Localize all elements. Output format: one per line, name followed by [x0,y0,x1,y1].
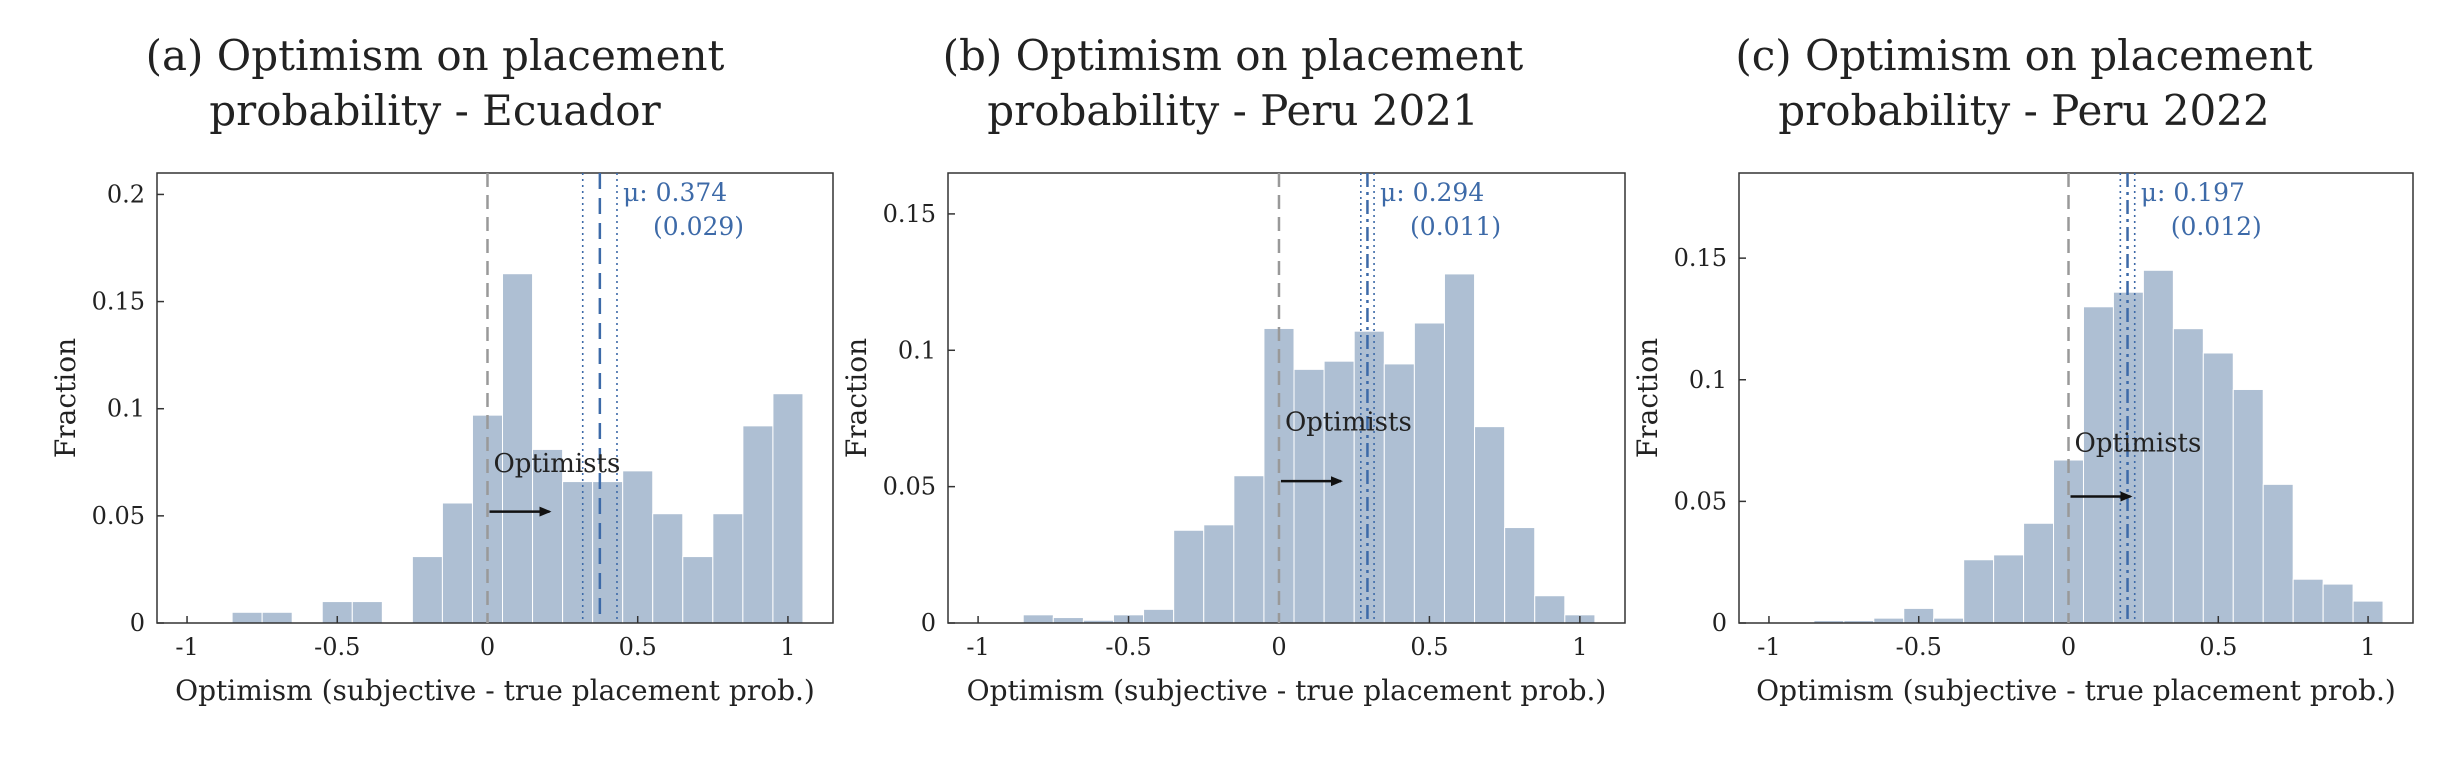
y-tick-label: 0.05 [92,502,145,530]
se-label: (0.012) [2171,212,2262,241]
x-tick-label: 0.5 [2199,633,2237,661]
histogram-bar [1383,363,1415,624]
y-tick-label: 0.1 [1689,366,1727,394]
y-axis-label: Fraction [840,338,873,458]
y-tick-label: 0.15 [1674,244,1727,272]
optimists-annotation: Optimists [2075,429,2202,459]
se-label: (0.011) [1410,212,1501,241]
histogram-bar [1143,608,1175,624]
histogram-bar [1993,554,2025,624]
histogram-bar [682,556,714,624]
panel-title-line: probability - Ecuador [209,86,661,135]
mean-label: μ: 0.197 [2141,178,2245,207]
panel-title-line: probability - Peru 2021 [987,86,1478,135]
x-tick-label: 0.5 [619,633,657,661]
histogram-bar [2172,328,2204,624]
histogram-bar [1022,614,1054,624]
x-tick-label: 0.5 [1410,633,1448,661]
y-axis-label: Fraction [49,338,82,458]
x-tick-label: 0 [480,633,495,661]
histogram-bar [2202,352,2234,624]
histogram-bar [712,513,744,624]
x-tick-label: -1 [175,633,198,661]
histogram-bar [1323,360,1355,624]
histogram-bar [1353,330,1385,624]
histogram-bar [1203,524,1235,624]
histogram-bar [2142,269,2174,624]
y-tick-label: 0.15 [92,288,145,316]
histogram-bar [562,481,594,624]
y-tick-label: 0.1 [107,395,145,423]
histogram-bar [1474,426,1506,624]
x-tick-label: 1 [1572,633,1587,661]
x-axis-label: Optimism (subjective - true placement pr… [1756,674,2396,707]
histogram-bar [1233,475,1265,624]
histogram-bar [1052,617,1084,624]
panel-1: (a) Optimism on placement probability - E… [49,31,834,707]
x-tick-label: 1 [2360,633,2375,661]
histogram-bar [2232,388,2264,624]
y-tick-label: 0.05 [883,473,936,501]
panel-title-line: (c) Optimism on placement [1735,31,2312,80]
y-tick-label: 0.2 [107,180,145,208]
y-tick-label: 0.1 [898,336,936,364]
histogram-bar [742,425,774,624]
histogram-bar [261,611,293,624]
histogram-bar [1504,527,1536,624]
histogram-bar [411,556,443,624]
y-tick-label: 0.05 [1674,487,1727,515]
x-tick-label: -0.5 [314,633,360,661]
histogram-bar [592,481,624,624]
x-tick-label: -0.5 [1896,633,1942,661]
panel-3: (c) Optimism on placement probability - P… [1631,31,2414,707]
histogram-bar [351,601,383,624]
histogram-bar [1293,368,1325,624]
x-tick-label: 0 [1271,633,1286,661]
histogram-bar [2292,578,2324,624]
axes-frame [156,172,834,624]
axes-frame [947,172,1626,624]
mean-label: μ: 0.294 [1380,178,1484,207]
x-tick-label: -1 [966,633,989,661]
panel-title-line: probability - Peru 2022 [1778,86,2269,135]
histogram-bar [2023,522,2055,624]
x-tick-label: 0 [2061,633,2076,661]
x-tick-label: 1 [780,633,795,661]
histogram-bar [1173,529,1205,624]
panel-2: (b) Optimism on placement probability - P… [840,31,1626,707]
panel-title-line: (b) Optimism on placement [943,31,1524,80]
histogram-bar [2262,483,2294,624]
x-axis-label: Optimism (subjective - true placement pr… [967,674,1607,707]
y-tick-label: 0 [130,609,145,637]
histogram-bar [502,273,534,624]
histogram-bar [2082,306,2114,624]
se-label: (0.029) [653,212,744,241]
histogram-bar [532,448,564,624]
histogram-bar [772,393,804,624]
histogram-bar [622,470,654,624]
mean-label: μ: 0.374 [623,178,727,207]
y-tick-label: 0.15 [883,200,936,228]
y-axis-label: Fraction [1631,338,1664,458]
y-tick-label: 0 [1712,609,1727,637]
histogram-bar [2322,583,2354,624]
histogram-bar [1413,322,1445,624]
x-tick-label: -1 [1757,633,1780,661]
histogram-bar [1534,595,1566,624]
histogram-bar [231,611,263,624]
histogram-bar [1443,273,1476,624]
histogram-bar [652,513,684,624]
optimists-annotation: Optimists [493,449,620,479]
histogram-bar [1963,559,1995,624]
y-tick-label: 0 [921,609,936,637]
axes-frame [1738,172,2414,624]
panel-title-line: (a) Optimism on placement [146,31,725,80]
optimists-annotation: Optimists [1285,408,1412,438]
x-axis-label: Optimism (subjective - true placement pr… [175,674,815,707]
x-tick-label: -0.5 [1105,633,1151,661]
histogram-bar [441,502,473,624]
